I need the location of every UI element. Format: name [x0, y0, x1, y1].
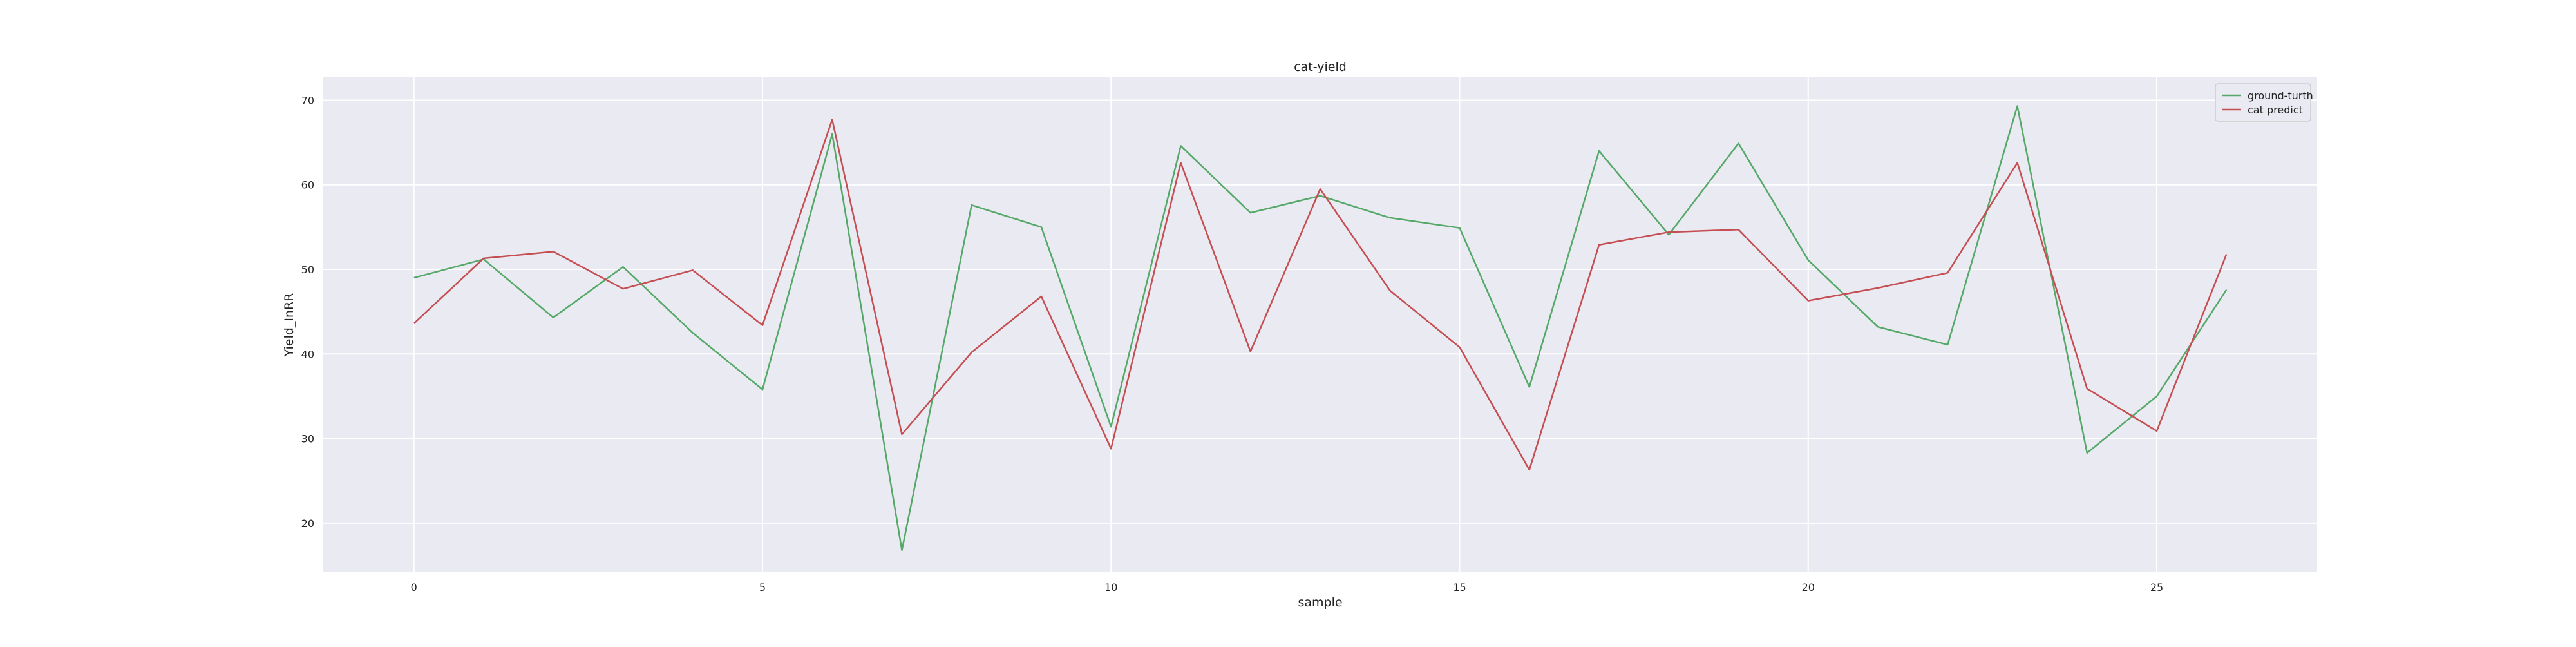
y-tick-label: 60: [301, 179, 314, 191]
y-tick-label: 20: [301, 517, 314, 530]
legend-label: ground-turth: [2248, 90, 2313, 102]
legend-box: [2215, 83, 2311, 122]
y-tick-label: 50: [301, 264, 314, 276]
y-axis-label: Yield_InRR: [282, 293, 296, 358]
legend: ground-turth cat predict: [2215, 83, 2313, 122]
y-tick-label: 40: [301, 348, 314, 360]
x-tick-label: 0: [411, 581, 417, 594]
chart-title: cat-yield: [1294, 60, 1347, 74]
y-tick-label: 30: [301, 433, 314, 445]
grid-lines: [323, 77, 2317, 572]
y-tick-label: 70: [301, 94, 314, 106]
legend-label: cat predict: [2248, 104, 2303, 116]
x-tick-label: 20: [1802, 581, 1815, 594]
x-axis-label: sample: [1298, 595, 1342, 610]
tick-labels: 0 5 10 15 20 25 20 30 40 50 60 70: [301, 94, 2164, 594]
series-layer: [413, 105, 2228, 552]
x-tick-label: 15: [1453, 581, 1466, 594]
x-tick-label: 10: [1104, 581, 1117, 594]
plot-area: [323, 77, 2317, 572]
series-line-cat-predict: [413, 119, 2228, 471]
series-line-ground-turth: [413, 105, 2228, 552]
x-tick-label: 5: [759, 581, 766, 594]
x-tick-label: 25: [2150, 581, 2163, 594]
